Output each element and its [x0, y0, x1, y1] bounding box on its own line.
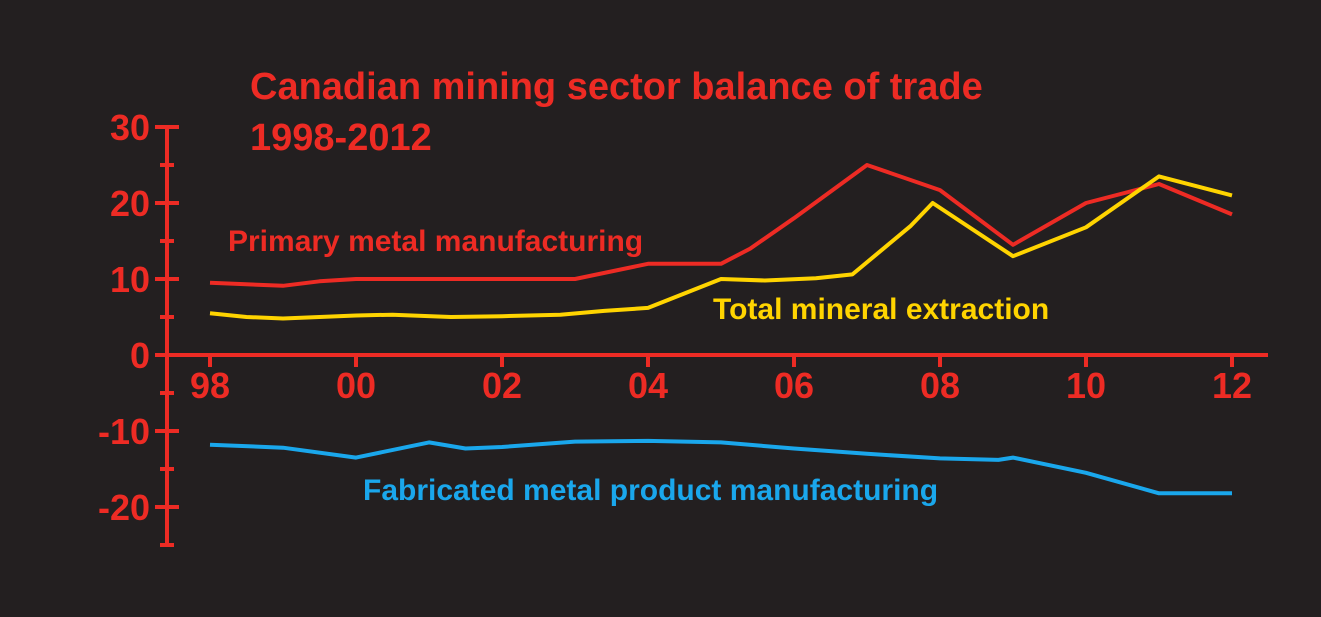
series-lines — [209, 163, 1233, 496]
y-tick-label: -20 — [98, 487, 150, 528]
series-label-2: Fabricated metal product manufacturing — [363, 474, 938, 507]
series-line-2 — [209, 438, 1232, 496]
y-tick-label: 10 — [110, 259, 150, 300]
y-tick-label: 30 — [110, 107, 150, 148]
chart-title: Canadian mining sector balance of trade — [250, 66, 983, 108]
chart-subtitle: 1998-2012 — [250, 117, 432, 159]
y-tick-label: 0 — [130, 335, 150, 376]
x-tick-label: 00 — [336, 365, 376, 406]
x-tick-label: 04 — [628, 365, 668, 406]
series-label-0: Primary metal manufacturing — [228, 225, 643, 258]
y-tick-label: 20 — [110, 183, 150, 224]
x-tick-label: 10 — [1066, 365, 1106, 406]
axes: 30 20 10 0 -10 -20 98 00 02 04 06 08 10 12 — [98, 107, 1268, 547]
series-label-1: Total mineral extraction — [713, 293, 1049, 326]
y-tick-label: -10 — [98, 411, 150, 452]
x-tick-label: 06 — [774, 365, 814, 406]
x-tick-label: 08 — [920, 365, 960, 406]
series-line-1 — [209, 174, 1233, 321]
x-tick-label: 02 — [482, 365, 522, 406]
x-tick-label: 98 — [190, 365, 230, 406]
series-labels: Primary metal manufacturing Total mineral… — [228, 225, 1049, 507]
x-tick-label: 12 — [1212, 365, 1252, 406]
series-line-0 — [209, 163, 1233, 288]
